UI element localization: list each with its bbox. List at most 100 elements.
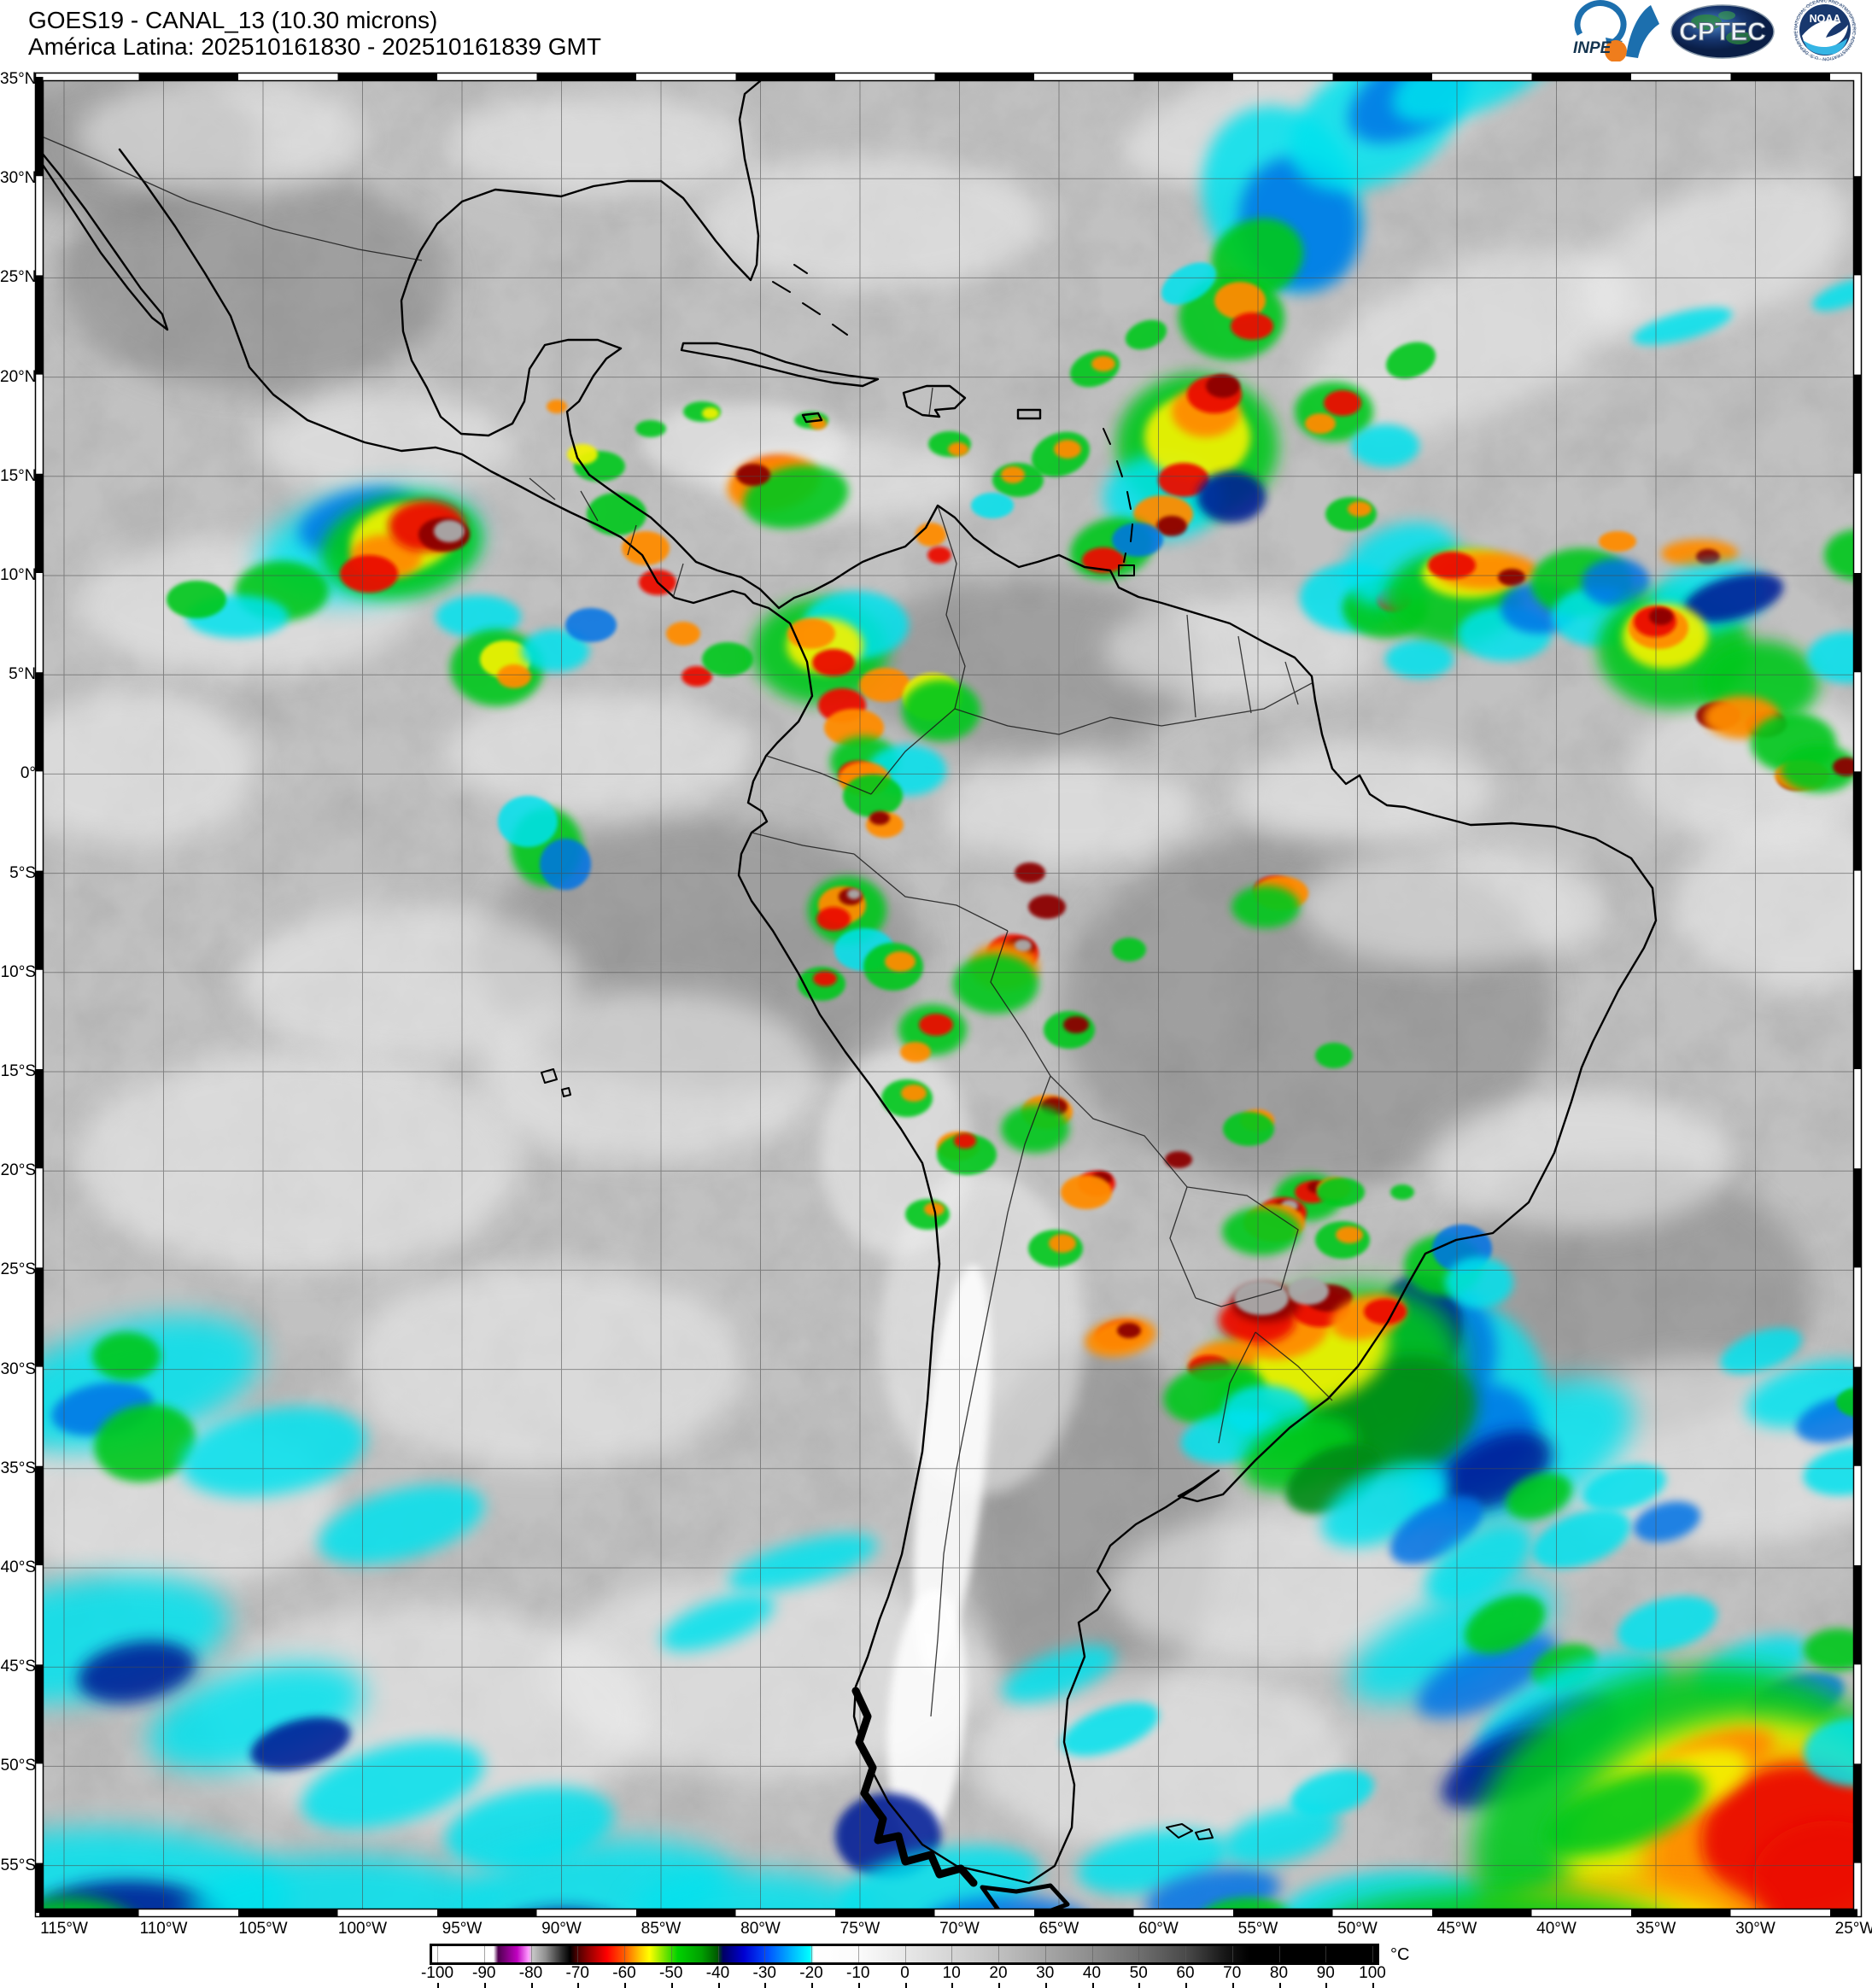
cloud-feature — [1683, 573, 1784, 623]
colorbar-tick-label: 90 — [1316, 1964, 1335, 1982]
cptec-continent-icon — [1726, 31, 1752, 44]
colorbar-tick-label: 70 — [1223, 1964, 1242, 1982]
cloud-feature — [1315, 1043, 1353, 1068]
cloud-feature — [1812, 278, 1857, 311]
cloud-feature — [1222, 1806, 1340, 1866]
cloud-feature — [340, 555, 398, 593]
cloud-feature — [1351, 424, 1419, 467]
cloud-feature — [885, 951, 916, 972]
longitude-label: 45°W — [1436, 1920, 1477, 1938]
cloud-feature — [847, 889, 861, 899]
colorbar-tick — [811, 1983, 813, 1988]
cloud-feature — [1063, 1016, 1089, 1033]
cloud-feature — [1424, 1524, 1534, 1605]
colorbar-tick — [1278, 1983, 1281, 1988]
colorbar-tick — [483, 1983, 486, 1988]
cloud-feature — [1223, 1112, 1274, 1146]
cloud-feature — [1001, 1105, 1069, 1153]
temperature-colorbar — [430, 1944, 1379, 1965]
longitude-label: 50°W — [1337, 1920, 1378, 1938]
cloud-feature — [94, 1404, 196, 1482]
cloud-feature — [521, 629, 589, 672]
cloud-feature — [180, 1406, 366, 1497]
cloud-feature — [1428, 552, 1476, 579]
cloud-feature — [902, 680, 980, 741]
colorbar-tick — [1372, 1983, 1374, 1988]
inpe-logo: INPE — [1573, 0, 1659, 61]
latitude-label: 45°S — [0, 1658, 36, 1676]
cloud-feature — [1288, 1278, 1329, 1305]
cloud-feature — [1336, 1226, 1363, 1243]
coastline-galapagos — [541, 1068, 571, 1097]
latitude-label: 5°N — [9, 665, 36, 684]
cloud-feature — [660, 1593, 775, 1652]
colorbar-tick-label: -100 — [420, 1964, 454, 1982]
cloud-feature — [565, 608, 617, 642]
latitude-label: 10°S — [0, 962, 36, 981]
cloud-feature — [939, 760, 1196, 862]
cloud-feature — [205, 1605, 649, 1827]
cloud-feature — [547, 1571, 991, 1776]
cloud-feature — [1633, 1501, 1701, 1542]
colorbar-tick-label: 20 — [989, 1964, 1008, 1982]
colorbar-tick-label: -40 — [705, 1964, 730, 1982]
cloud-feature — [1306, 248, 1632, 435]
colorbar-gridline — [437, 1946, 438, 1962]
colorbar-tick-label: -90 — [472, 1964, 496, 1982]
colorbar-tick — [1325, 1983, 1328, 1988]
colorbar-tick — [530, 1983, 533, 1988]
cloud-feature — [256, 393, 512, 495]
coastline-lesser-antilles — [1103, 428, 1135, 576]
cloud-feature — [813, 971, 837, 986]
longitude-label: 55°W — [1237, 1920, 1278, 1938]
latitude-label: 30°S — [0, 1359, 36, 1378]
cloud-feature — [1385, 342, 1436, 379]
country-borders-layer — [39, 134, 1333, 1717]
border-argentina-chile — [930, 1075, 1051, 1717]
cloud-feature — [1112, 523, 1163, 557]
latitude-label: 40°S — [0, 1558, 36, 1576]
cloud-feature — [250, 1716, 351, 1771]
cloud-feature — [954, 1133, 976, 1149]
colorbar-gridline — [670, 1946, 672, 1962]
cloud-feature — [1364, 1299, 1407, 1324]
colorbar-gridline — [904, 1946, 906, 1962]
cptec-continent-icon — [1691, 15, 1722, 30]
longitude-label: 65°W — [1038, 1920, 1079, 1938]
coastlines-layer — [39, 79, 1658, 1913]
cloud-feature — [92, 1332, 161, 1380]
latitude-label: 35°N — [0, 70, 37, 88]
colorbar-tick — [1091, 1983, 1094, 1988]
border-guianas-brazil — [954, 614, 1313, 735]
longitude-label: 75°W — [839, 1920, 880, 1938]
cloud-feature — [1324, 390, 1361, 416]
colorbar-tick-label: 30 — [1036, 1964, 1055, 1982]
cloud-feature — [301, 1740, 484, 1829]
cloud-feature — [1617, 1596, 1717, 1652]
cloud-feature — [1238, 743, 1495, 845]
border-hispaniola — [928, 387, 933, 416]
latitude-label: 55°S — [0, 1856, 36, 1874]
cloud-feature — [859, 668, 910, 702]
cloud-feature — [919, 1014, 953, 1036]
cloud-feature — [953, 954, 1038, 1014]
cloud-feature — [1720, 1328, 1802, 1374]
cloud-feature — [1752, 1821, 1857, 1913]
colorbar-tick-label: 80 — [1269, 1964, 1289, 1982]
cloud-feature — [1807, 632, 1857, 683]
cloud-feature — [682, 666, 712, 687]
noaa-label: NOAA — [1810, 13, 1841, 25]
cloud-feature — [632, 1870, 871, 1913]
cloud-feature — [1117, 1323, 1141, 1338]
coastline-puerto-rico — [1016, 408, 1042, 420]
cloud-feature — [816, 907, 851, 931]
colorbar-tick — [577, 1983, 580, 1988]
latlon-grid — [39, 77, 1857, 1913]
latitude-label: 5°S — [9, 863, 36, 882]
cloud-feature — [1290, 1769, 1374, 1817]
cloud-feature — [1696, 549, 1720, 564]
colorbar-tick-label: -50 — [659, 1964, 683, 1982]
cloud-feature — [700, 154, 1042, 290]
cptec-label: CPTEC — [1679, 18, 1766, 46]
